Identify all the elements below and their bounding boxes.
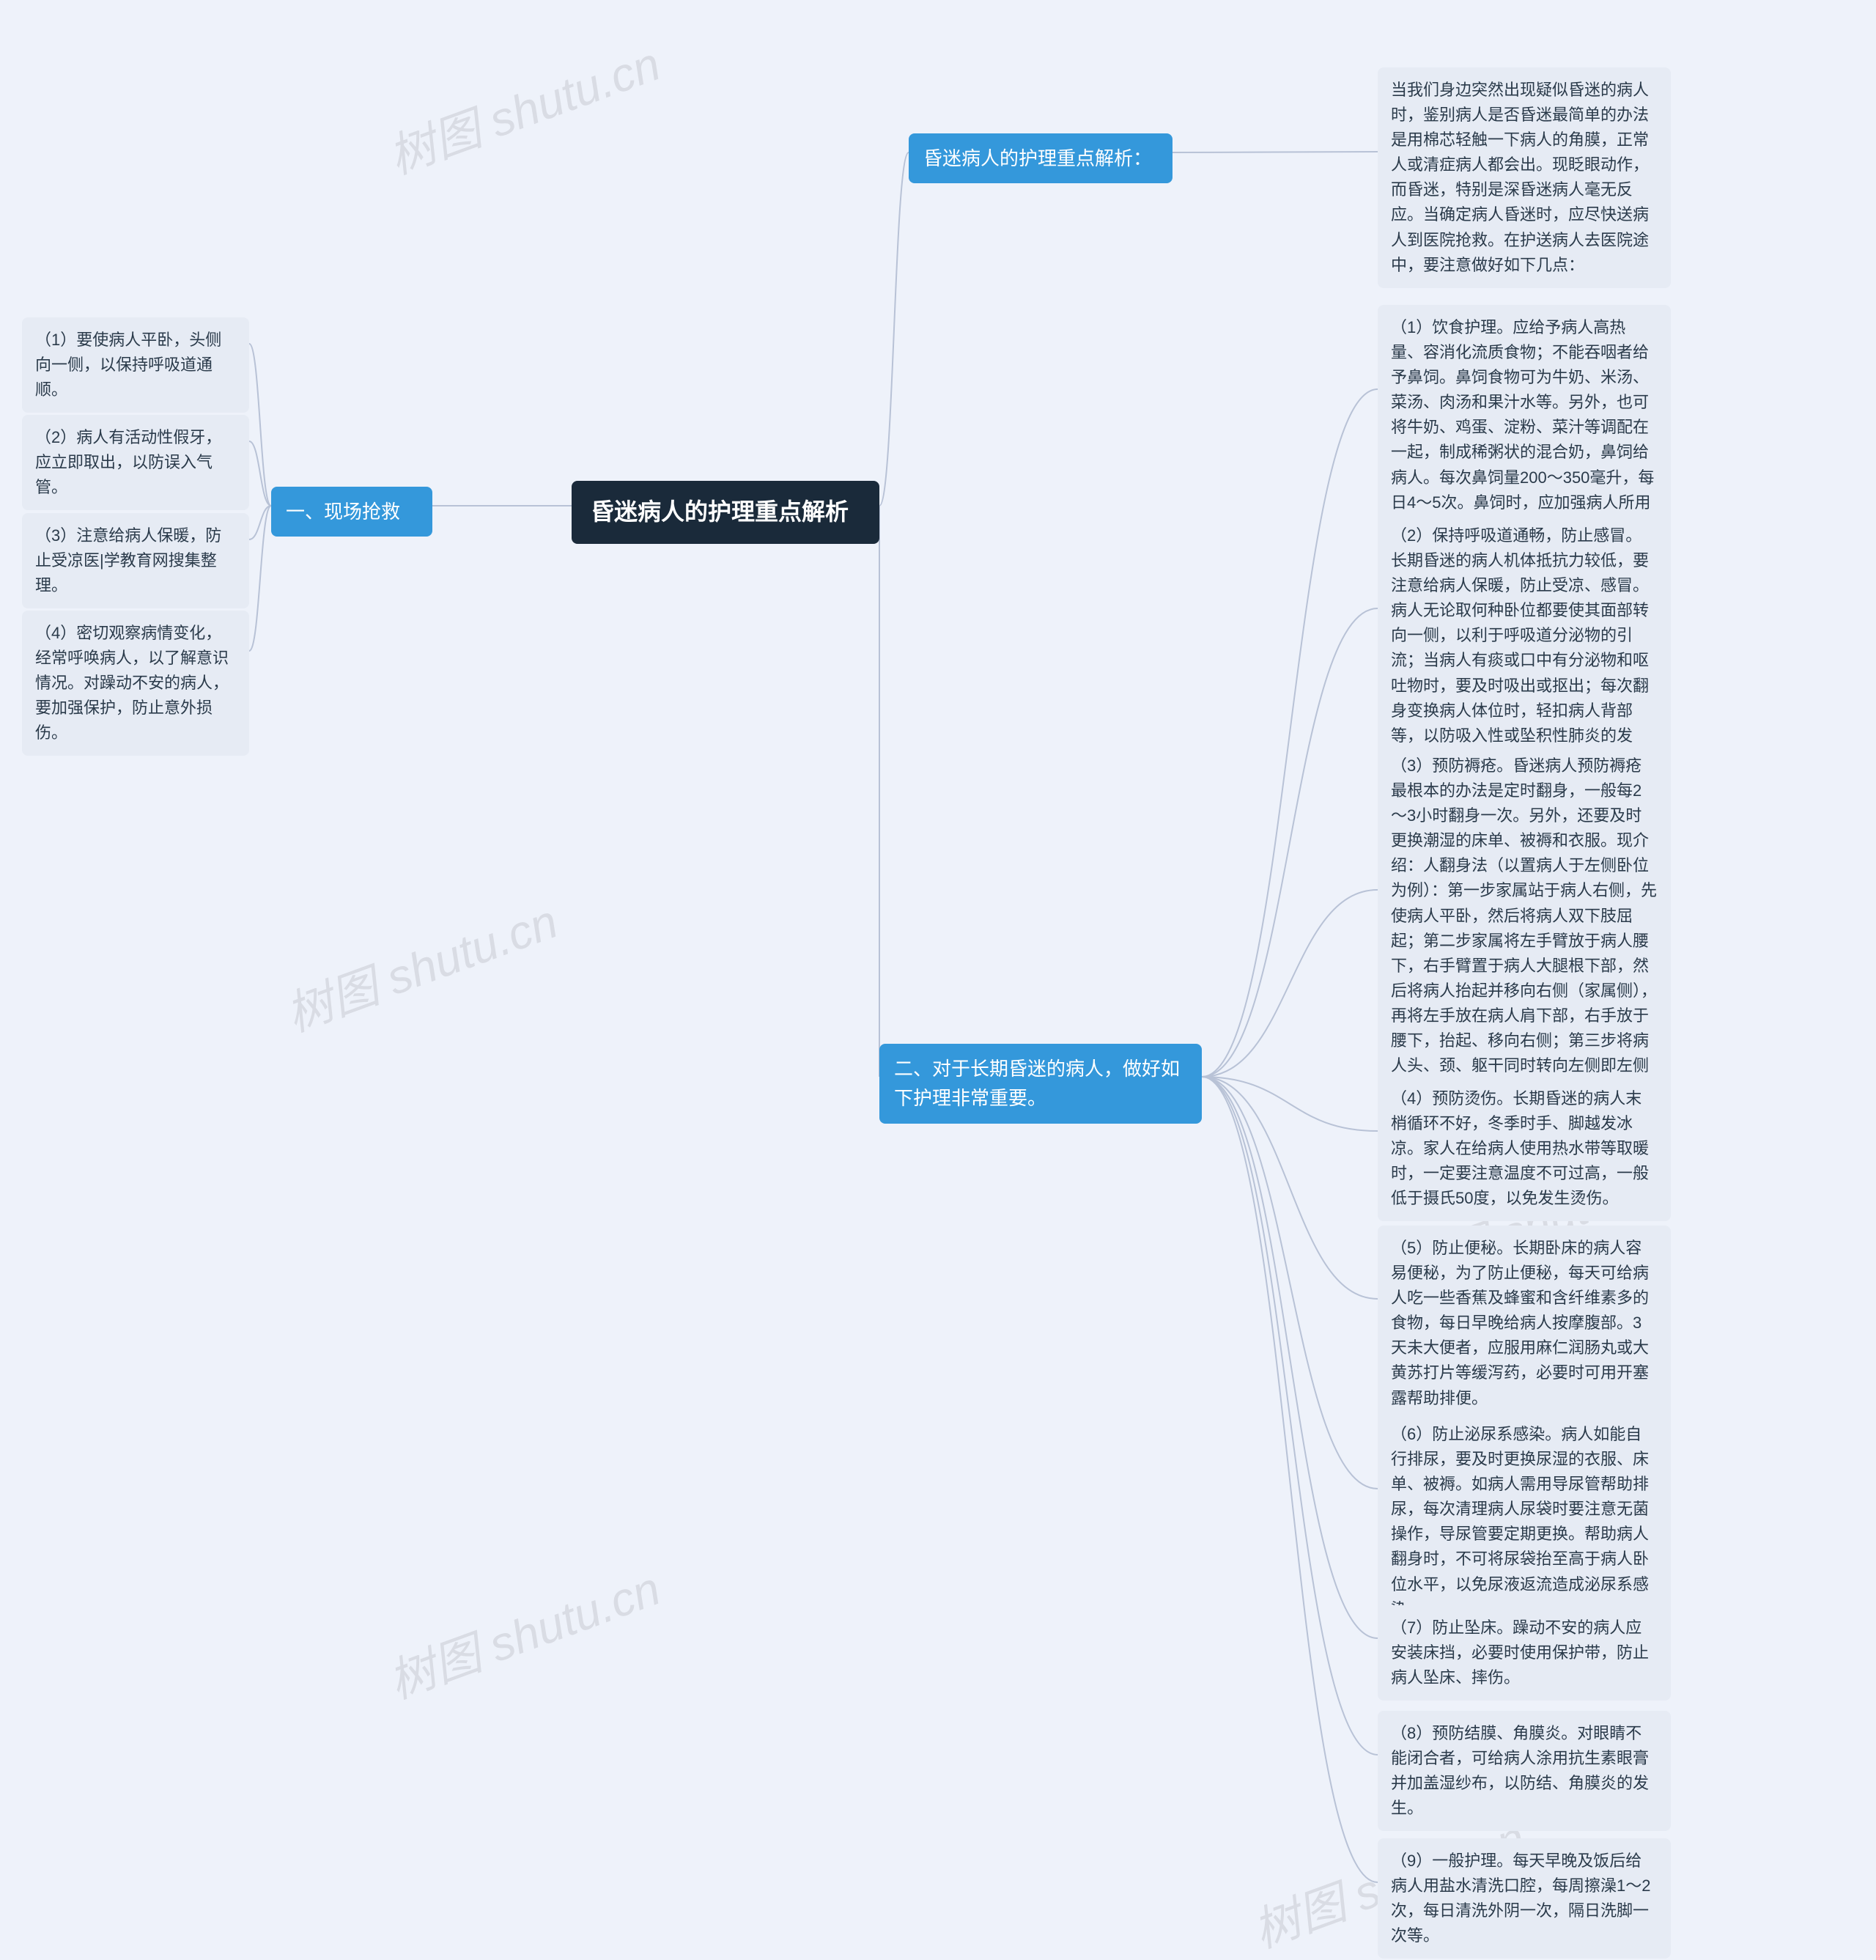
right-2-leaf-5[interactable]: （5）防止便秘。长期卧床的病人容易便秘，为了防止便秘，每天可给病人吃一些香蕉及蜂… — [1378, 1226, 1671, 1421]
watermark: 树图 shutu.cn — [378, 26, 668, 187]
left-leaf-2[interactable]: （2）病人有活动性假牙，应立即取出，以防误入气管。 — [22, 415, 249, 510]
watermark: 树图 shutu.cn — [378, 1551, 668, 1712]
right-2-leaf-9[interactable]: （9）一般护理。每天早晚及饭后给病人用盐水清洗口腔，每周擦澡1～2次，每日清洗外… — [1378, 1838, 1671, 1959]
right-2-leaf-8[interactable]: （8）预防结膜、角膜炎。对眼睛不能闭合者，可给病人涂用抗生素眼膏并加盖湿纱布，以… — [1378, 1711, 1671, 1831]
right-2-leaf-7[interactable]: （7）防止坠床。躁动不安的病人应安装床挡，必要时使用保护带，防止病人坠床、摔伤。 — [1378, 1605, 1671, 1701]
mindmap-canvas: 树图 shutu.cn树图 shutu.cn树图 shutu.cn树图 shut… — [0, 0, 1876, 1960]
left-leaf-3[interactable]: （3）注意给病人保暖，防止受凉医|学教育网搜集整理。 — [22, 513, 249, 608]
branch-left[interactable]: 一、现场抢救 — [271, 487, 432, 537]
center-topic[interactable]: 昏迷病人的护理重点解析 — [572, 481, 879, 544]
right-2-leaf-4[interactable]: （4）预防烫伤。长期昏迷的病人末梢循环不好，冬季时手、脚越发冰凉。家人在给病人使… — [1378, 1076, 1671, 1221]
left-leaf-1[interactable]: （1）要使病人平卧，头侧向一侧，以保持呼吸道通顺。 — [22, 317, 249, 413]
branch-right-1[interactable]: 昏迷病人的护理重点解析： — [909, 133, 1172, 183]
right-1-leaf-1[interactable]: 当我们身边突然出现疑似昏迷的病人时，鉴别病人是否昏迷最简单的办法是用棉芯轻触一下… — [1378, 67, 1671, 288]
branch-right-2[interactable]: 二、对于长期昏迷的病人，做好如下护理非常重要。 — [879, 1044, 1202, 1124]
right-2-leaf-6[interactable]: （6）防止泌尿系感染。病人如能自行排尿，要及时更换尿湿的衣服、床单、被褥。如病人… — [1378, 1412, 1671, 1632]
left-leaf-4[interactable]: （4）密切观察病情变化，经常呼唤病人，以了解意识情况。对躁动不安的病人，要加强保… — [22, 611, 249, 756]
watermark: 树图 shutu.cn — [276, 884, 566, 1045]
